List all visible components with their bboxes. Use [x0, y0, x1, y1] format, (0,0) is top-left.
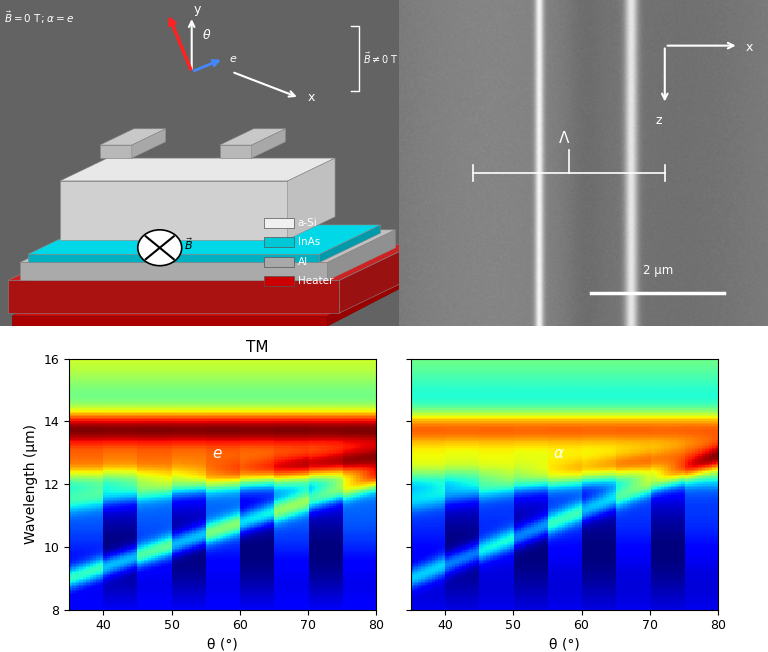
Bar: [263, 218, 293, 228]
Polygon shape: [20, 262, 327, 280]
Polygon shape: [319, 225, 381, 262]
X-axis label: θ (°): θ (°): [549, 638, 580, 652]
Polygon shape: [28, 254, 319, 262]
Bar: [263, 257, 293, 267]
Polygon shape: [252, 128, 286, 158]
Polygon shape: [8, 280, 339, 313]
Text: InAs: InAs: [297, 237, 319, 247]
Text: 2 μm: 2 μm: [643, 264, 673, 277]
Circle shape: [137, 230, 182, 266]
X-axis label: θ (°): θ (°): [207, 638, 238, 652]
Text: $\vec{B}=0$ T; $\alpha=e$: $\vec{B}=0$ T; $\alpha=e$: [4, 9, 74, 26]
Polygon shape: [24, 247, 390, 284]
Polygon shape: [327, 271, 415, 326]
Bar: [263, 237, 293, 247]
Text: Heater: Heater: [297, 276, 333, 286]
Text: e: e: [230, 54, 237, 64]
Polygon shape: [220, 128, 286, 145]
Text: a-Si: a-Si: [297, 218, 317, 228]
Polygon shape: [287, 158, 335, 240]
Polygon shape: [220, 145, 252, 158]
Text: $\vec{B}\neq 0$ T: $\vec{B}\neq 0$ T: [363, 51, 399, 67]
Polygon shape: [20, 230, 396, 262]
Polygon shape: [100, 145, 132, 158]
Polygon shape: [8, 244, 414, 280]
Text: Al: Al: [297, 257, 308, 267]
Polygon shape: [132, 128, 166, 158]
Polygon shape: [100, 128, 166, 145]
Polygon shape: [28, 225, 381, 254]
Text: z: z: [656, 114, 662, 127]
Text: $\vec{B}$: $\vec{B}$: [184, 237, 193, 252]
Polygon shape: [12, 271, 415, 316]
Text: x: x: [307, 91, 315, 104]
Polygon shape: [12, 316, 327, 326]
Polygon shape: [60, 181, 287, 240]
Polygon shape: [60, 158, 335, 181]
Polygon shape: [339, 244, 414, 313]
Polygon shape: [24, 284, 319, 297]
Text: TM: TM: [246, 340, 269, 355]
Text: $\theta$: $\theta$: [202, 28, 211, 42]
Text: e: e: [212, 447, 221, 462]
Bar: [263, 276, 293, 286]
Text: α: α: [553, 447, 564, 462]
Text: $\Lambda$: $\Lambda$: [558, 130, 570, 147]
Y-axis label: Wavelength (μm): Wavelength (μm): [24, 424, 38, 544]
Text: x: x: [746, 41, 753, 53]
Polygon shape: [319, 247, 390, 297]
Polygon shape: [327, 230, 396, 280]
Text: y: y: [194, 3, 201, 16]
